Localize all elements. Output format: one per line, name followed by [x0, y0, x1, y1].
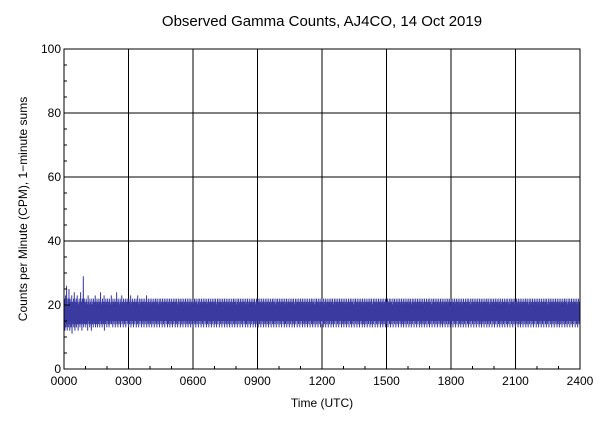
y-tick-label: 80 — [48, 106, 62, 120]
x-tick-label: 2400 — [567, 374, 594, 388]
chart-title: Observed Gamma Counts, AJ4CO, 14 Oct 201… — [162, 13, 482, 30]
x-tick-label: 2100 — [502, 374, 529, 388]
y-tick-label: 60 — [48, 170, 62, 184]
x-tick-label: 0300 — [115, 374, 142, 388]
series-line-0 — [63, 276, 581, 334]
x-tick-label: 0900 — [244, 374, 271, 388]
y-tick-label: 0 — [54, 362, 61, 376]
y-tick-label: 40 — [48, 234, 62, 248]
y-tick-label: 100 — [41, 42, 61, 56]
y-axis-ticks: 0 20 40 60 80 100 — [41, 42, 61, 376]
x-tick-label: 1200 — [309, 374, 336, 388]
x-tick-label: 0600 — [180, 374, 207, 388]
x-tick-label: 1800 — [438, 374, 465, 388]
y-tick-label: 20 — [48, 298, 62, 312]
x-axis-label: Time (UTC) — [291, 396, 353, 410]
x-tick-label: 1500 — [373, 374, 400, 388]
y-axis-label: Counts per Minute (CPM), 1−minute sums — [16, 97, 30, 321]
x-axis-ticks: 0000 0300 0600 0900 1200 1500 1800 2100 2400 — [51, 374, 594, 388]
minor-ticks — [64, 64, 559, 369]
series-layer — [63, 276, 581, 334]
grid — [64, 49, 580, 369]
x-tick-label: 0000 — [51, 374, 78, 388]
